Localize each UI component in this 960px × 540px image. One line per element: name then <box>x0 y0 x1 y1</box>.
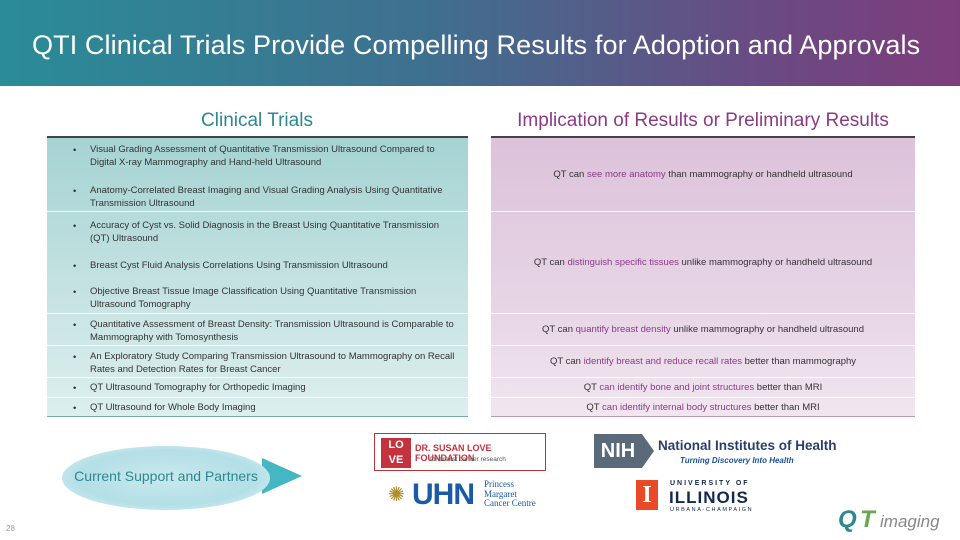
table-row: • Accuracy of Cyst vs. Solid Diagnosis i… <box>47 212 468 314</box>
qt-imaging-logo: Q T imaging <box>838 506 940 533</box>
nih-tagline: Turning Discovery Into Health <box>680 456 794 465</box>
trial-item: Objective Breast Tissue Image Classifica… <box>90 286 417 311</box>
implications-heading: Implication of Results or Preliminary Re… <box>517 110 889 131</box>
clinical-trials-heading: Clinical Trials <box>201 110 313 131</box>
table-row: QT can identify bone and joint structure… <box>491 378 915 398</box>
love-foundation-tagline: for breast cancer research <box>430 456 506 463</box>
page-number: 28 <box>6 524 15 533</box>
implication-text: QT can identify bone and joint structure… <box>583 382 823 393</box>
trial-item: QT Ultrasound Tomography for Orthopedic … <box>90 382 306 393</box>
bullet-icon: • <box>73 186 77 197</box>
uhn-subtitle: Princess Margaret Cancer Centre <box>484 479 536 508</box>
implication-text: QT can identify breast and reduce recall… <box>549 356 857 367</box>
bullet-icon: • <box>73 261 77 272</box>
trial-item: Quantitative Assessment of Breast Densit… <box>90 319 454 344</box>
implication-text: QT can identify internal body structures… <box>586 402 820 413</box>
illinois-top-text: UNIVERSITY OF <box>670 480 750 487</box>
trial-item: Visual Grading Assessment of Quantitativ… <box>90 144 435 169</box>
trial-item: An Exploratory Study Comparing Transmiss… <box>90 351 455 376</box>
trial-item: QT Ultrasound for Whole Body Imaging <box>90 402 256 413</box>
susan-love-foundation-logo: LO VE DR. SUSAN LOVE FOUNDATION for brea… <box>374 433 546 471</box>
nih-logo: NIH National Institutes of Health Turnin… <box>594 434 837 468</box>
love-logo-mark: LO VE <box>381 438 411 468</box>
love-foundation-name: DR. SUSAN LOVE FOUNDATION <box>415 443 492 463</box>
nih-arrow-icon <box>642 434 654 468</box>
bullet-icon: • <box>73 221 77 232</box>
support-partners-badge: Current Support and Partners <box>62 446 270 510</box>
header-banner: QTI Clinical Trials Provide Compelling R… <box>0 0 960 86</box>
trial-item: Anatomy-Correlated Breast Imaging and Vi… <box>90 185 443 210</box>
bullet-icon: • <box>73 403 77 414</box>
bullet-icon: • <box>73 320 77 331</box>
table-row: • Quantitative Assessment of Breast Dens… <box>47 314 468 346</box>
table-row: • Visual Grading Assessment of Quantitat… <box>47 138 468 212</box>
table-row: • An Exploratory Study Comparing Transmi… <box>47 346 468 378</box>
table-row: QT can identify breast and reduce recall… <box>491 346 915 378</box>
bullet-icon: • <box>73 287 77 298</box>
clinical-trials-table: • Visual Grading Assessment of Quantitat… <box>47 136 468 417</box>
support-label: Current Support and Partners <box>74 468 258 484</box>
illinois-bottom-text: URBANA-CHAMPAIGN <box>670 507 754 513</box>
nih-name: National Institutes of Health <box>658 438 837 453</box>
table-row: QT can identify internal body structures… <box>491 398 915 418</box>
uhn-abbr: UHN <box>412 478 475 511</box>
table-row: QT can see more anatomy than mammography… <box>491 138 915 212</box>
implication-text: QT can see more anatomy than mammography… <box>553 169 853 180</box>
bullet-icon: • <box>73 352 77 363</box>
table-row: • QT Ultrasound Tomography for Orthopedi… <box>47 378 468 398</box>
trial-item: Accuracy of Cyst vs. Solid Diagnosis in … <box>90 220 440 245</box>
nih-abbr: NIH <box>594 434 642 468</box>
illinois-main-text: ILLINOIS <box>669 488 749 507</box>
uhn-logo: ✺ UHN Princess Margaret Cancer Centre <box>388 478 548 514</box>
table-row: QT can distinguish specific tissues unli… <box>491 212 915 314</box>
uhn-swirl-icon: ✺ <box>388 484 405 506</box>
implication-text: QT can quantify breast density unlike ma… <box>542 324 864 335</box>
table-row: QT can quantify breast density unlike ma… <box>491 314 915 346</box>
bullet-icon: • <box>73 383 77 394</box>
illinois-block-i-icon: I <box>636 480 658 510</box>
page-title: QTI Clinical Trials Provide Compelling R… <box>32 30 921 60</box>
university-of-illinois-logo: I UNIVERSITY OF ILLINOIS URBANA-CHAMPAIG… <box>636 480 786 514</box>
table-row: • QT Ultrasound for Whole Body Imaging <box>47 398 468 418</box>
implication-text: QT can distinguish specific tissues unli… <box>533 257 873 268</box>
bullet-icon: • <box>73 145 77 156</box>
trial-item: Breast Cyst Fluid Analysis Correlations … <box>90 260 388 271</box>
implications-table: QT can see more anatomy than mammography… <box>491 136 915 417</box>
